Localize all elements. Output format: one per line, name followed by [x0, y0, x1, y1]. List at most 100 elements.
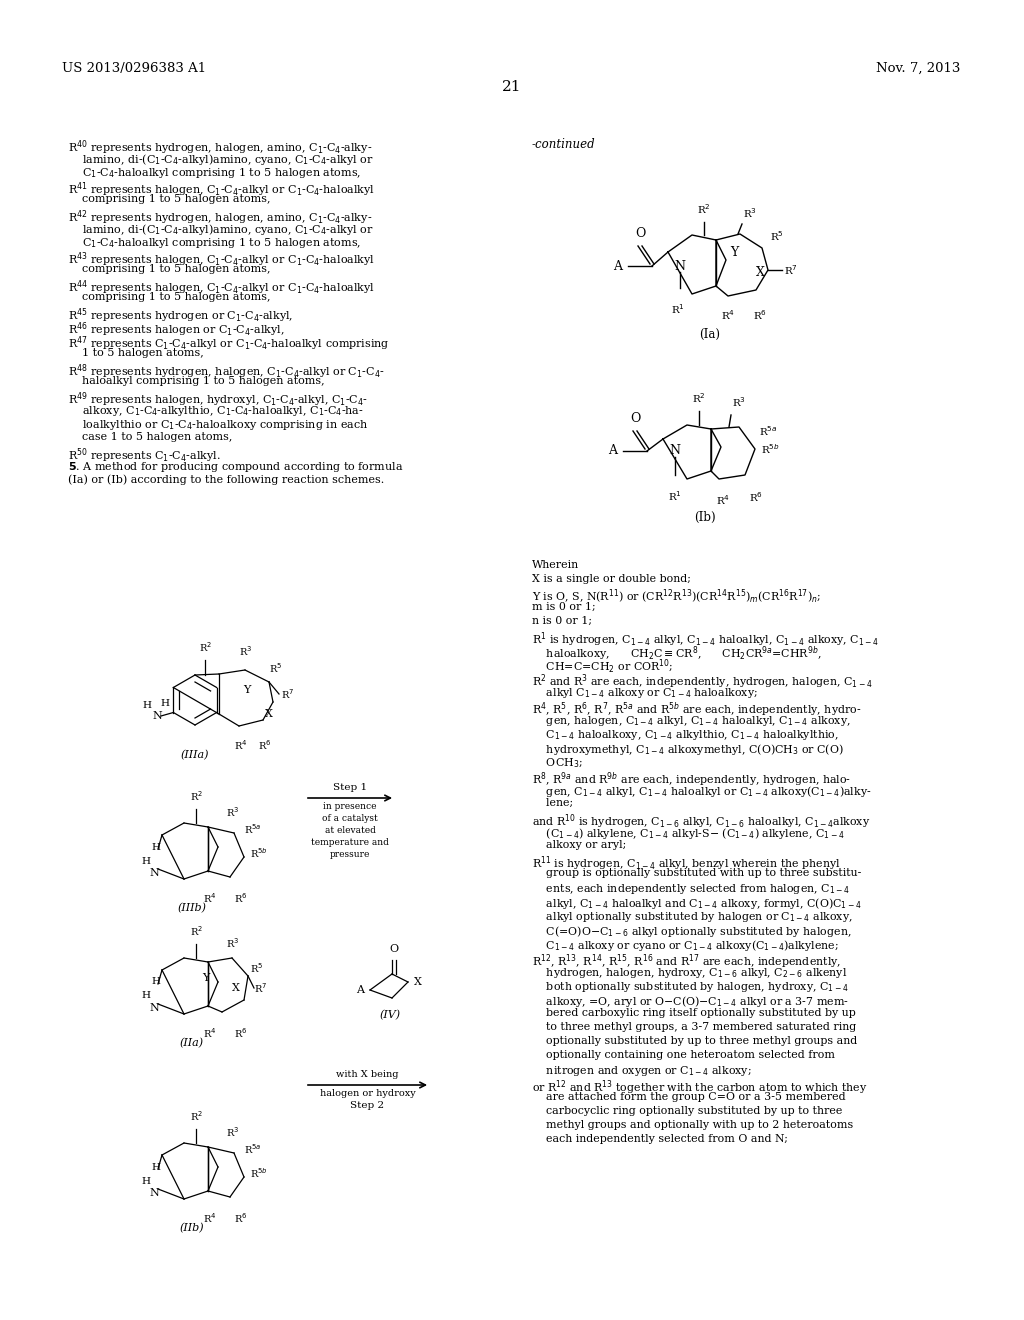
Text: R$^6$: R$^6$	[234, 891, 248, 904]
Text: alkoxy, =O, aryl or O$-$C(O)$-$C$_{1-4}$ alkyl or a 3-7 mem-: alkoxy, =O, aryl or O$-$C(O)$-$C$_{1-4}$…	[532, 994, 849, 1008]
Text: X: X	[414, 977, 422, 987]
Text: R$^6$: R$^6$	[234, 1026, 248, 1040]
Text: gen, halogen, C$_{1-4}$ alkyl, C$_{1-4}$ haloalkyl, C$_{1-4}$ alkoxy,: gen, halogen, C$_{1-4}$ alkyl, C$_{1-4}$…	[532, 714, 851, 729]
Text: R$^3$: R$^3$	[226, 805, 240, 818]
Text: C$_{1-4}$ haloalkoxy, C$_{1-4}$ alkylthio, C$_{1-4}$ haloalkylthio,: C$_{1-4}$ haloalkoxy, C$_{1-4}$ alkylthi…	[532, 729, 839, 742]
Text: R$^2$: R$^2$	[697, 202, 711, 216]
Text: N: N	[153, 711, 162, 721]
Text: H: H	[141, 991, 151, 1001]
Text: gen, C$_{1-4}$ alkyl, C$_{1-4}$ haloalkyl or C$_{1-4}$ alkoxy(C$_{1-4}$)alky-: gen, C$_{1-4}$ alkyl, C$_{1-4}$ haloalky…	[532, 784, 871, 799]
Text: R$^{5a}$: R$^{5a}$	[244, 822, 261, 836]
Text: R$^{49}$ represents halogen, hydroxyl, C$_1$-C$_4$-alkyl, C$_1$-C$_4$-: R$^{49}$ represents halogen, hydroxyl, C…	[68, 389, 368, 409]
Text: R$^8$, R$^{9a}$ and R$^{9b}$ are each, independently, hydrogen, halo-: R$^8$, R$^{9a}$ and R$^{9b}$ are each, i…	[532, 770, 851, 788]
Text: R$^{5b}$: R$^{5b}$	[250, 846, 267, 859]
Text: R$^{50}$ represents C$_1$-C$_4$-alkyl.: R$^{50}$ represents C$_1$-C$_4$-alkyl.	[68, 446, 221, 465]
Text: R$^{47}$ represents C$_1$-C$_4$-alkyl or C$_1$-C$_4$-haloalkyl comprising: R$^{47}$ represents C$_1$-C$_4$-alkyl or…	[68, 334, 390, 352]
Text: to three methyl groups, a 3-7 membered saturated ring: to three methyl groups, a 3-7 membered s…	[532, 1022, 856, 1032]
Text: R$^5$: R$^5$	[250, 961, 263, 975]
Text: X: X	[232, 983, 240, 993]
Text: n is 0 or 1;: n is 0 or 1;	[532, 616, 592, 626]
Text: case 1 to 5 halogen atoms,: case 1 to 5 halogen atoms,	[68, 432, 232, 442]
Text: bered carboxylic ring itself optionally substituted by up: bered carboxylic ring itself optionally …	[532, 1008, 856, 1018]
Text: R$^2$: R$^2$	[189, 789, 203, 803]
Text: H: H	[152, 842, 161, 851]
Text: R$^7$: R$^7$	[281, 688, 294, 701]
Text: Y: Y	[244, 685, 251, 696]
Text: O: O	[635, 227, 645, 240]
Text: each independently selected from O and N;: each independently selected from O and N…	[532, 1134, 787, 1144]
Text: both optionally substituted by halogen, hydroxy, C$_{1-4}$: both optionally substituted by halogen, …	[532, 979, 849, 994]
Text: N: N	[670, 445, 681, 458]
Text: O: O	[630, 412, 640, 425]
Text: R$^2$ and R$^3$ are each, independently, hydrogen, halogen, C$_{1-4}$: R$^2$ and R$^3$ are each, independently,…	[532, 672, 872, 690]
Text: X: X	[265, 709, 273, 719]
Text: R$^2$: R$^2$	[189, 924, 203, 939]
Text: alkyl optionally substituted by halogen or C$_{1-4}$ alkoxy,: alkyl optionally substituted by halogen …	[532, 909, 853, 924]
Text: H: H	[141, 857, 151, 866]
Text: R$^4$, R$^5$, R$^6$, R$^7$, R$^{5a}$ and R$^{5b}$ are each, independently, hydro: R$^4$, R$^5$, R$^6$, R$^7$, R$^{5a}$ and…	[532, 700, 861, 718]
Text: N: N	[150, 1188, 159, 1199]
Text: R$^2$: R$^2$	[692, 391, 706, 405]
Text: R$^{40}$ represents hydrogen, halogen, amino, C$_1$-C$_4$-alky-: R$^{40}$ represents hydrogen, halogen, a…	[68, 139, 373, 157]
Text: R$^4$: R$^4$	[204, 891, 217, 904]
Text: R$^4$: R$^4$	[234, 738, 248, 752]
Text: R$^1$: R$^1$	[671, 302, 685, 315]
Text: R$^{48}$ represents hydrogen, halogen, C$_1$-C$_4$-alkyl or C$_1$-C$_4$-: R$^{48}$ represents hydrogen, halogen, C…	[68, 362, 385, 380]
Text: R$^4$: R$^4$	[204, 1026, 217, 1040]
Text: (IIa): (IIa)	[180, 1038, 204, 1048]
Text: R$^1$: R$^1$	[668, 488, 682, 503]
Text: pressure: pressure	[330, 850, 371, 859]
Text: R$^{5b}$: R$^{5b}$	[761, 442, 780, 455]
Text: alkyl, C$_{1-4}$ haloalkyl and C$_{1-4}$ alkoxy, formyl, C(O)C$_{1-4}$: alkyl, C$_{1-4}$ haloalkyl and C$_{1-4}$…	[532, 896, 861, 911]
Text: comprising 1 to 5 halogen atoms,: comprising 1 to 5 halogen atoms,	[68, 264, 270, 275]
Text: CH=C=CH$_2$ or COR$^{10}$;: CH=C=CH$_2$ or COR$^{10}$;	[532, 657, 674, 676]
Text: hydroxymethyl, C$_{1-4}$ alkoxymethyl, C(O)CH$_3$ or C(O): hydroxymethyl, C$_{1-4}$ alkoxymethyl, C…	[532, 742, 844, 756]
Text: N: N	[150, 1003, 159, 1012]
Text: C$_1$-C$_4$-haloalkyl comprising 1 to 5 halogen atoms,: C$_1$-C$_4$-haloalkyl comprising 1 to 5 …	[68, 236, 361, 249]
Text: haloalkyl comprising 1 to 5 halogen atoms,: haloalkyl comprising 1 to 5 halogen atom…	[68, 376, 325, 385]
Text: Y: Y	[730, 246, 738, 259]
Text: or R$^{12}$ and R$^{13}$ together with the carbon atom to which they: or R$^{12}$ and R$^{13}$ together with t…	[532, 1078, 867, 1097]
Text: X: X	[756, 265, 765, 279]
Text: (Ia): (Ia)	[699, 327, 721, 341]
Text: R$^{12}$, R$^{13}$, R$^{14}$, R$^{15}$, R$^{16}$ and R$^{17}$ are each, independ: R$^{12}$, R$^{13}$, R$^{14}$, R$^{15}$, …	[532, 952, 841, 970]
Text: -continued: -continued	[532, 139, 596, 150]
Text: N: N	[150, 869, 159, 878]
Text: comprising 1 to 5 halogen atoms,: comprising 1 to 5 halogen atoms,	[68, 292, 270, 302]
Text: N: N	[675, 260, 685, 272]
Text: comprising 1 to 5 halogen atoms,: comprising 1 to 5 halogen atoms,	[68, 194, 270, 205]
Text: R$^3$: R$^3$	[743, 206, 757, 220]
Text: nitrogen and oxygen or C$_{1-4}$ alkoxy;: nitrogen and oxygen or C$_{1-4}$ alkoxy;	[532, 1064, 752, 1078]
Text: R$^4$: R$^4$	[721, 308, 735, 322]
Text: R$^{43}$ represents halogen, C$_1$-C$_4$-alkyl or C$_1$-C$_4$-haloalkyl: R$^{43}$ represents halogen, C$_1$-C$_4$…	[68, 249, 375, 268]
Text: R$^6$: R$^6$	[234, 1210, 248, 1225]
Text: A: A	[613, 260, 622, 272]
Text: optionally substituted by up to three methyl groups and: optionally substituted by up to three me…	[532, 1036, 857, 1045]
Text: m is 0 or 1;: m is 0 or 1;	[532, 602, 596, 612]
Text: Nov. 7, 2013: Nov. 7, 2013	[876, 62, 961, 75]
Text: R$^{44}$ represents halogen, C$_1$-C$_4$-alkyl or C$_1$-C$_4$-haloalkyl: R$^{44}$ represents halogen, C$_1$-C$_4$…	[68, 279, 375, 297]
Text: loalkylthio or C$_1$-C$_4$-haloalkoxy comprising in each: loalkylthio or C$_1$-C$_4$-haloalkoxy co…	[68, 418, 369, 432]
Text: (IIIa): (IIIa)	[181, 750, 209, 760]
Text: (C$_{1-4}$) alkylene, C$_{1-4}$ alkyl-S$-$ (C$_{1-4}$) alkylene, C$_{1-4}$: (C$_{1-4}$) alkylene, C$_{1-4}$ alkyl-S$…	[532, 826, 845, 841]
Text: Y: Y	[203, 973, 210, 983]
Text: R$^{5b}$: R$^{5b}$	[250, 1166, 267, 1180]
Text: R$^4$: R$^4$	[716, 492, 730, 507]
Text: R$^6$: R$^6$	[753, 308, 767, 322]
Text: H: H	[161, 700, 170, 709]
Text: R$^{5a}$: R$^{5a}$	[244, 1142, 261, 1156]
Text: of a catalyst: of a catalyst	[323, 814, 378, 822]
Text: R$^6$: R$^6$	[749, 490, 763, 504]
Text: hydrogen, halogen, hydroxy, C$_{1-6}$ alkyl, C$_{2-6}$ alkenyl: hydrogen, halogen, hydroxy, C$_{1-6}$ al…	[532, 966, 847, 979]
Text: (IIIb): (IIIb)	[177, 903, 207, 913]
Text: halogen or hydroxy: halogen or hydroxy	[319, 1089, 416, 1098]
Text: lamino, di-(C$_1$-C$_4$-alkyl)amino, cyano, C$_1$-C$_4$-alkyl or: lamino, di-(C$_1$-C$_4$-alkyl)amino, cya…	[68, 152, 374, 168]
Text: R$^3$: R$^3$	[226, 1125, 240, 1139]
Text: in presence: in presence	[324, 803, 377, 810]
Text: $\mathbf{5}$. A method for producing compound according to formula: $\mathbf{5}$. A method for producing com…	[68, 459, 403, 474]
Text: R$^1$ is hydrogen, C$_{1-4}$ alkyl, C$_{1-4}$ haloalkyl, C$_{1-4}$ alkoxy, C$_{1: R$^1$ is hydrogen, C$_{1-4}$ alkyl, C$_{…	[532, 630, 879, 648]
Text: C$_{1-4}$ alkoxy or cyano or C$_{1-4}$ alkoxy(C$_{1-4}$)alkylene;: C$_{1-4}$ alkoxy or cyano or C$_{1-4}$ a…	[532, 939, 839, 953]
Text: X is a single or double bond;: X is a single or double bond;	[532, 574, 691, 583]
Text: H: H	[141, 1176, 151, 1185]
Text: H: H	[152, 978, 161, 986]
